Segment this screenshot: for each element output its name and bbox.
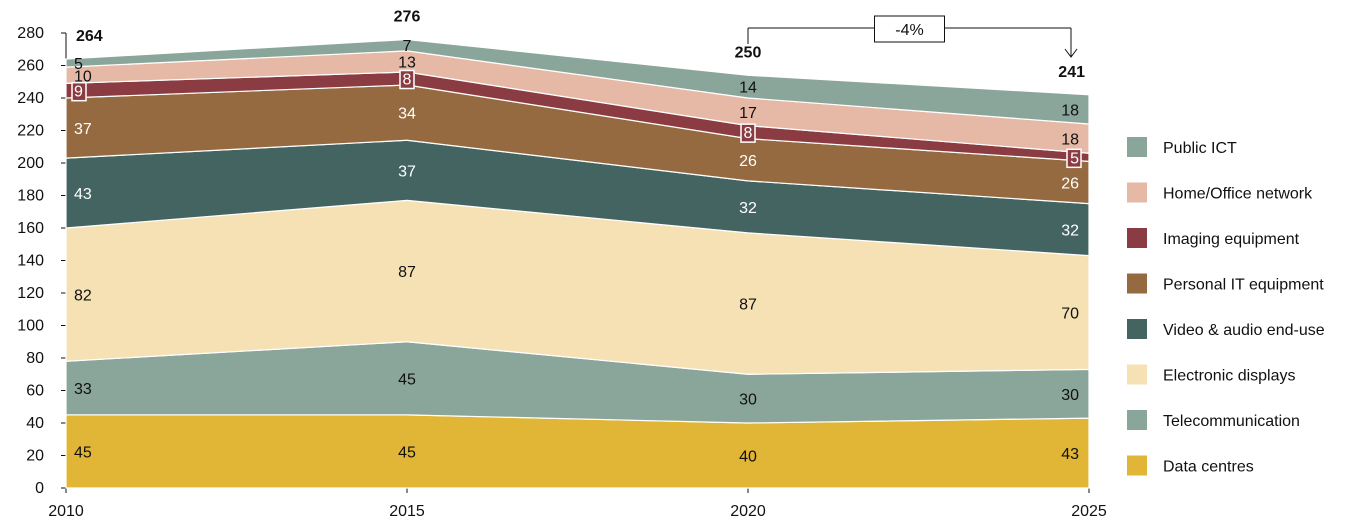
- segment-label: 82: [74, 288, 92, 305]
- segment-label: 37: [398, 163, 416, 180]
- y-tick-label: 260: [17, 58, 44, 75]
- legend-label: Telecommunication: [1163, 413, 1300, 430]
- segment-label-box: [399, 69, 415, 90]
- segment-label: 8: [403, 72, 412, 89]
- legend-label: Home/Office network: [1163, 186, 1313, 203]
- legend-swatch: [1127, 228, 1147, 248]
- x-tick-label: 2010: [48, 503, 84, 520]
- change-box: [874, 15, 945, 43]
- segment-label: 45: [398, 371, 416, 388]
- segment-label: 26: [1061, 176, 1079, 193]
- segment-label: 40: [739, 449, 757, 466]
- total-labels: 264 276 250 241: [76, 9, 1085, 81]
- segment-label: 33: [74, 381, 92, 398]
- y-tick-label: 240: [17, 90, 44, 107]
- area-public-ict: [65, 38, 1090, 125]
- segment-label: 10: [74, 68, 92, 85]
- segment-label: 32: [1061, 223, 1079, 240]
- total-label: 276: [394, 9, 421, 26]
- y-tick-label: 60: [26, 383, 44, 400]
- y-tick-label: 20: [26, 448, 44, 465]
- y-tick-label: 200: [17, 155, 44, 172]
- segment-label: 43: [74, 186, 92, 203]
- legend-swatch: [1127, 364, 1147, 385]
- legend-swatch: [1127, 182, 1147, 203]
- legend-swatch: [1127, 410, 1147, 430]
- down-arrow-icon: [1064, 48, 1078, 58]
- segment-label: 18: [1061, 102, 1079, 119]
- segment-label: 30: [1061, 387, 1079, 404]
- y-tick-label: 180: [17, 188, 44, 205]
- legend-label: Public ICT: [1163, 140, 1237, 157]
- area-data-centres: [65, 414, 1090, 489]
- x-tick-label: 2020: [730, 503, 766, 520]
- segment-label: 43: [1061, 446, 1079, 463]
- legend-swatch: [1127, 273, 1147, 294]
- segment-label: 45: [74, 444, 92, 461]
- area-layers: [65, 38, 1090, 489]
- legend-swatch: [1127, 455, 1147, 476]
- y-tick-label: 80: [26, 350, 44, 367]
- segment-label: 17: [739, 105, 757, 122]
- x-tick-label: 2025: [1071, 503, 1107, 520]
- legend-label: Imaging equipment: [1163, 231, 1300, 248]
- segment-label: 30: [739, 392, 757, 409]
- legend-label: Data centres: [1163, 459, 1254, 476]
- segment-label: 18: [1061, 132, 1079, 149]
- segment-label: 9: [74, 84, 83, 101]
- total-label: 250: [735, 44, 762, 61]
- legend-label: Video & audio end-use: [1163, 322, 1325, 339]
- segment-label: 5: [74, 56, 83, 73]
- legend-swatch: [1127, 319, 1147, 339]
- y-tick-label: 40: [26, 415, 44, 432]
- segment-label: 7: [403, 38, 412, 55]
- segment-label: 32: [739, 200, 757, 217]
- x-tick-label: 2015: [389, 503, 425, 520]
- y-tick-label: 160: [17, 220, 44, 237]
- segment-label: 26: [739, 153, 757, 170]
- segment-label-box: [71, 81, 87, 102]
- segment-label: 87: [398, 264, 416, 281]
- change-label: -4%: [895, 22, 923, 39]
- segment-label: 37: [74, 121, 92, 138]
- legend-label: Electronic displays: [1163, 368, 1296, 385]
- segment-label: 45: [398, 444, 416, 461]
- segment-label: 70: [1061, 306, 1079, 323]
- segment-label: 87: [739, 297, 757, 314]
- legend-label: Personal IT equipment: [1163, 277, 1324, 294]
- segment-label: 8: [744, 125, 753, 142]
- y-tick-label: 280: [17, 25, 44, 42]
- y-tick-label: 0: [35, 480, 44, 497]
- total-label: 241: [1058, 64, 1085, 81]
- legend-swatch: [1127, 137, 1147, 157]
- change-annotation: -4%: [747, 15, 1078, 58]
- segment-label: 14: [739, 80, 757, 97]
- y-tick-label: 120: [17, 285, 44, 302]
- segment-label: 5: [1070, 150, 1079, 167]
- segment-label: 34: [398, 106, 416, 123]
- segment-label-box: [1066, 148, 1082, 169]
- y-tick-label: 220: [17, 123, 44, 140]
- legend: Public ICT Home/Office network Imaging equ…: [1127, 137, 1325, 476]
- y-tick-label: 140: [17, 253, 44, 270]
- y-tick-label: 100: [17, 318, 44, 335]
- segment-label: 13: [398, 54, 416, 71]
- segment-label-box: [740, 123, 756, 143]
- axes: 0 20 40 60 80 100 120 140 160 180 200 220 240 260 280 2…: [17, 25, 1107, 520]
- total-label: 264: [76, 28, 103, 45]
